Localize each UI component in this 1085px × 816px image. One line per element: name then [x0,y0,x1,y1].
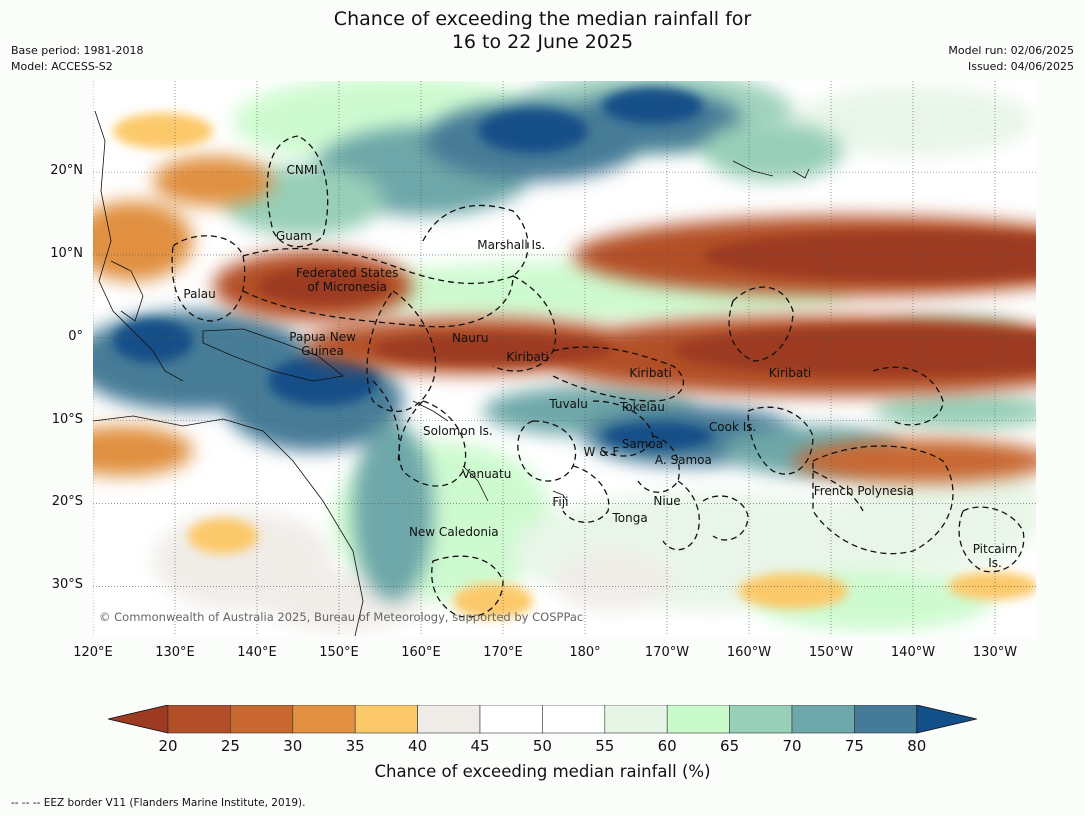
region-label-4: Palau [183,286,216,301]
colorbar-tick-70: 70 [782,737,802,755]
colorbar-tick-50: 50 [532,737,552,755]
rainfall-map: CNMI Guam Marshall Is. Federated States of M… [93,81,1036,636]
colorbar-tick-55: 55 [595,737,615,755]
lat-label-5: 30°S [51,577,83,593]
region-label-15: W & F [583,445,620,460]
region-label-18: French Polynesia [813,484,914,499]
region-label-0: CNMI [286,163,318,178]
meta-right: Model run: 02/06/2025 Issued: 04/06/2025 [948,43,1074,75]
colorbar-tick-20: 20 [158,737,178,755]
colorbar-segment-0 [167,704,231,734]
coastlines [93,110,810,636]
region-label-17: Vanuatu [461,467,512,482]
region-label-7: Kiribati [506,349,549,364]
colorbar-segment-10 [791,704,855,734]
region-label-19: Fiji [552,494,569,509]
colorbar-segment-5 [479,704,543,734]
colorbar-tick-35: 35 [345,737,365,755]
colorbar-segment-1 [230,704,294,734]
region-label-10: Tuvalu [549,397,588,412]
colorbar-segment-6 [542,704,606,734]
region-label-16: A. Samoa [654,453,712,468]
region-label-6: Nauru [451,330,489,345]
map-gridlines [93,81,1036,636]
region-label-12: Solomon Is. [423,424,493,439]
colorbar-segment-9 [729,704,793,734]
footer-note: -- -- -- EEZ border V11 (Flanders Marine… [11,797,306,809]
lat-label-1: 10°N [50,245,83,261]
region-label-21: Tonga [612,510,648,525]
colorbar-tick-45: 45 [470,737,490,755]
lon-label-0: 120°E [73,645,113,660]
region-label-2: Marshall Is. [477,238,546,252]
region-label-13: Cook Is. [708,420,757,435]
colorbar-tick-40: 40 [408,737,428,755]
colorbar-segment-11 [854,704,918,734]
colorbar-tick-25: 25 [220,737,240,755]
colorbar-segment-3 [354,704,418,734]
lon-label-2: 140°E [237,645,277,660]
colorbar-segment-8 [666,704,730,734]
colorbar-extend-low [107,704,169,734]
lon-label-11: 130°W [972,645,1018,660]
lat-label-2: 0° [68,328,83,344]
colorbar-segment-4 [417,704,481,734]
region-label-1: Guam [275,228,312,243]
map-canvas [93,81,1036,636]
lon-label-8: 160°W [726,645,772,660]
colorbar-title: Chance of exceeding median rainfall (%) [374,762,711,781]
meta-left: Base period: 1981-2018 Model: ACCESS-S2 [11,43,143,75]
colorbar-tick-30: 30 [283,737,303,755]
colorbar-extend-high [916,704,977,734]
region-label-3: Federated States of Micronesia [295,265,399,294]
model-run: Model run: 02/06/2025 [948,44,1074,57]
map-title-line1: Chance of exceeding the median rainfall … [333,8,752,30]
lon-label-3: 150°E [319,645,359,660]
region-label-5: Papua New Guinea [289,330,356,359]
lon-label-10: 140°W [890,645,936,660]
colorbar-segment-2 [292,704,356,734]
lat-label-0: 20°N [50,163,83,179]
region-label-8: Kiribati [629,366,672,381]
colorbar-tick-80: 80 [907,737,927,755]
colorbar-tick-75: 75 [844,737,864,755]
colorbar-tick-60: 60 [657,737,677,755]
region-label-14: Samoa [621,436,664,451]
lon-label-4: 160°E [401,645,441,660]
colorbar-tick-65: 65 [720,737,740,755]
region-label-20: Niue [653,493,681,508]
region-label-22: New Caledonia [408,524,499,539]
lon-label-5: 170°E [483,645,523,660]
map-title: Chance of exceeding the median rainfall … [0,8,1085,54]
model-name: Model: ACCESS-S2 [11,60,113,73]
colorbar-segment-7 [604,704,668,734]
probability-field [93,81,1036,631]
region-label-23: Pitcairn Is. [972,541,1018,570]
colorbar-svg [107,704,977,734]
colorbar [107,704,978,739]
copyright-notice: © Commonwealth of Australia 2025, Bureau… [99,610,584,624]
base-period: Base period: 1981-2018 [11,44,144,57]
lat-label-3: 10°S [51,411,83,427]
lat-label-4: 20°S [51,494,83,510]
issued-date: Issued: 04/06/2025 [967,60,1074,73]
lon-label-7: 170°W [644,645,690,660]
eez-borders [171,135,1025,618]
lon-label-9: 150°W [808,645,854,660]
lon-label-6: 180° [569,645,601,660]
lon-label-1: 130°E [155,645,195,660]
region-label-11: Tokelau [619,399,665,414]
region-label-9: Kiribati [768,366,812,381]
map-title-line2: 16 to 22 June 2025 [451,31,634,53]
